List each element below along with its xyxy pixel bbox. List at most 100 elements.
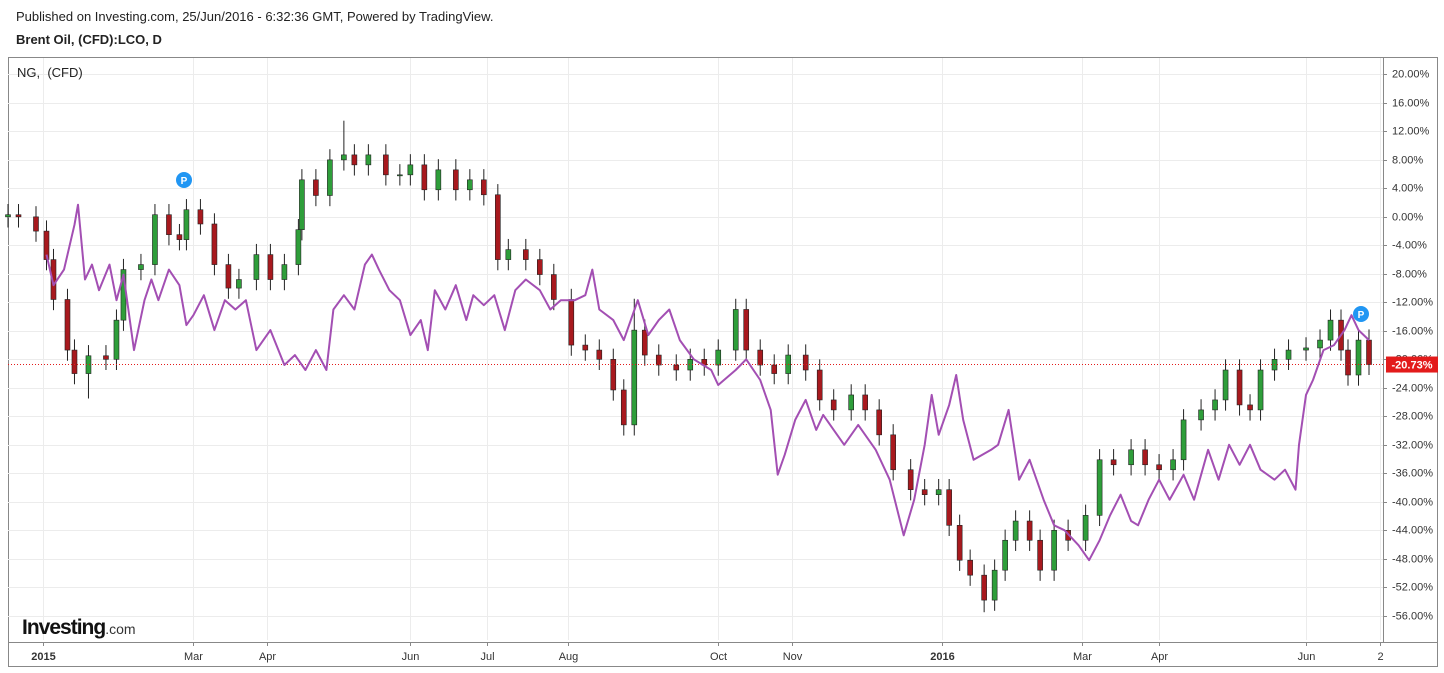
- candle-body: [620, 389, 627, 426]
- candle-body: [641, 329, 648, 356]
- candle-body: [43, 230, 50, 260]
- candle-body: [15, 214, 22, 218]
- y-tick-label: 12.00%: [1392, 125, 1430, 137]
- candle-body: [655, 354, 662, 366]
- candle-body: [138, 264, 144, 270]
- candle-body: [956, 525, 963, 561]
- y-tick-label: -28.00%: [1392, 410, 1433, 422]
- y-tick-label: -12.00%: [1392, 296, 1433, 308]
- candle-body: [946, 489, 952, 526]
- candle-body: [183, 209, 190, 240]
- candle-body: [113, 319, 120, 360]
- candle-body: [435, 169, 442, 191]
- x-tick-label: Apr: [1151, 651, 1168, 663]
- y-tick-label: -48.00%: [1392, 553, 1433, 565]
- y-tick-label: -36.00%: [1392, 467, 1433, 479]
- y-tick-label: 16.00%: [1392, 97, 1430, 109]
- candle-body: [848, 394, 854, 411]
- candle-body: [1198, 409, 1204, 421]
- y-tick-label: 8.00%: [1392, 154, 1423, 166]
- candle-body: [103, 355, 109, 360]
- y-tick-label: -56.00%: [1392, 610, 1433, 622]
- candle-body: [253, 254, 260, 280]
- candle-body: [1096, 459, 1103, 516]
- candle-body: [421, 164, 428, 191]
- candle-body: [453, 169, 459, 191]
- y-tick-label: -16.00%: [1392, 325, 1433, 337]
- candle-body: [816, 369, 823, 401]
- candle-body: [1285, 349, 1292, 360]
- y-tick-label: -8.00%: [1392, 268, 1427, 280]
- y-tick-label: -52.00%: [1392, 581, 1433, 593]
- candle-body: [1170, 459, 1176, 471]
- logo: Investing.com: [22, 616, 136, 639]
- candle-body: [1082, 515, 1089, 541]
- candle-body: [85, 355, 92, 374]
- logo-brand-text: Investing: [22, 616, 105, 639]
- candle-body: [743, 309, 750, 351]
- last-price-label: -20.73%: [1392, 360, 1433, 372]
- candle-body: [33, 216, 39, 232]
- candle-body: [1012, 520, 1019, 541]
- candle-body: [327, 159, 333, 196]
- candle-body: [50, 259, 57, 300]
- logo-brand: Investing.com: [22, 616, 136, 639]
- candle-body: [1327, 319, 1334, 341]
- x-tick-label: Aug: [559, 651, 579, 663]
- candle-body: [299, 179, 305, 230]
- candle-body: [715, 349, 722, 366]
- event-marker: P: [1353, 306, 1369, 322]
- candle-body: [551, 274, 557, 300]
- y-tick-label: 4.00%: [1392, 182, 1423, 194]
- candle-body: [365, 154, 372, 166]
- candle-body: [152, 214, 158, 265]
- y-tick-label: -4.00%: [1392, 239, 1427, 251]
- candle-body: [313, 179, 319, 196]
- candle-body: [71, 349, 78, 374]
- candle-body: [771, 364, 778, 374]
- x-tick-label: Mar: [1073, 651, 1092, 663]
- candle-body: [1037, 539, 1043, 571]
- candle-body: [295, 229, 302, 265]
- candle-body: [467, 179, 473, 191]
- candle-body: [481, 179, 487, 196]
- candle-body: [921, 489, 928, 495]
- candle-body: [582, 344, 589, 351]
- candle-body: [267, 254, 274, 280]
- candle-body: [1366, 339, 1372, 365]
- candle-body: [197, 209, 204, 225]
- candle-body: [505, 249, 512, 260]
- x-tick-label: Oct: [710, 651, 727, 663]
- candle-body: [907, 469, 914, 490]
- y-tick-label: 0.00%: [1392, 211, 1423, 223]
- candle-body: [991, 569, 998, 601]
- candle-body: [890, 434, 896, 471]
- y-tick-label: -40.00%: [1392, 496, 1433, 508]
- x-tick-label: Jul: [480, 651, 494, 663]
- candle-body: [495, 194, 501, 260]
- candle-body: [802, 354, 809, 371]
- candle-body: [281, 264, 288, 280]
- plot: -20.73%: [5, 120, 1438, 613]
- candle-body: [1026, 520, 1033, 541]
- candle-body: [1303, 347, 1309, 351]
- candle-body: [5, 214, 11, 218]
- candle-body: [631, 329, 638, 426]
- candle-body: [523, 249, 529, 260]
- series-line: [45, 203, 1370, 562]
- logo-suffix: .com: [105, 621, 135, 637]
- candle-body: [1110, 459, 1117, 466]
- candle-body: [876, 409, 882, 436]
- svg-text:P: P: [181, 176, 188, 187]
- candle-body: [732, 309, 739, 351]
- candle-body: [610, 359, 617, 391]
- candle-body: [1345, 349, 1351, 376]
- candle-body: [211, 223, 218, 265]
- candle-body: [176, 234, 183, 240]
- svg-text:P: P: [1358, 310, 1365, 321]
- candle-body: [64, 299, 71, 351]
- published-note: Published on Investing.com, 25/Jun/2016 …: [16, 9, 493, 24]
- candle-body: [166, 214, 172, 235]
